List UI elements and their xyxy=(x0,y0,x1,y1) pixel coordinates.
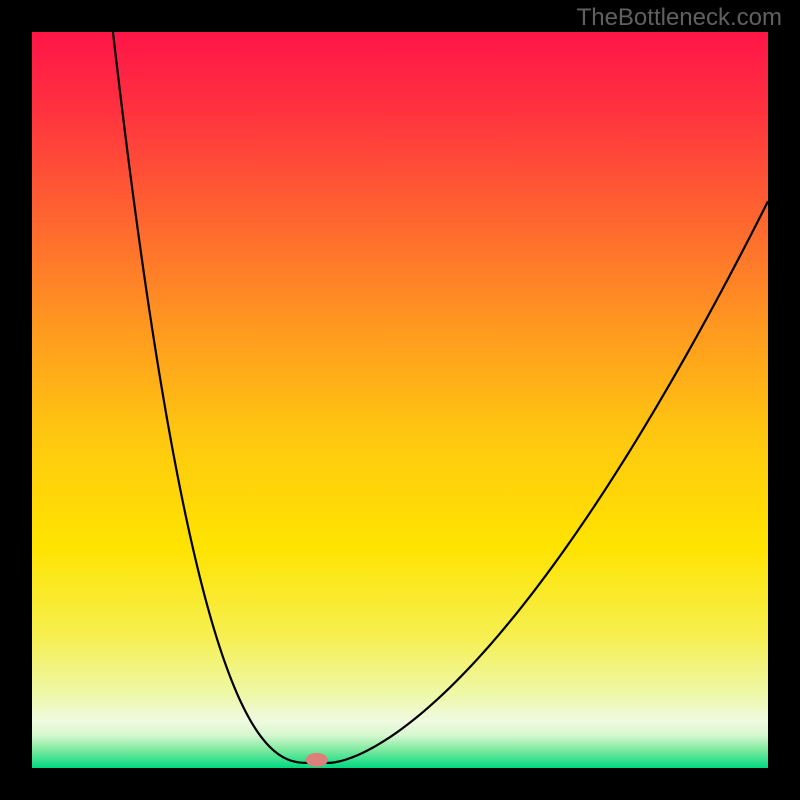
plot-svg xyxy=(32,32,768,768)
watermark-text: TheBottleneck.com xyxy=(577,4,782,32)
optimum-marker xyxy=(306,753,328,767)
plot-area xyxy=(32,32,768,768)
gradient-background xyxy=(32,32,768,768)
chart-container: TheBottleneck.com xyxy=(0,0,800,800)
